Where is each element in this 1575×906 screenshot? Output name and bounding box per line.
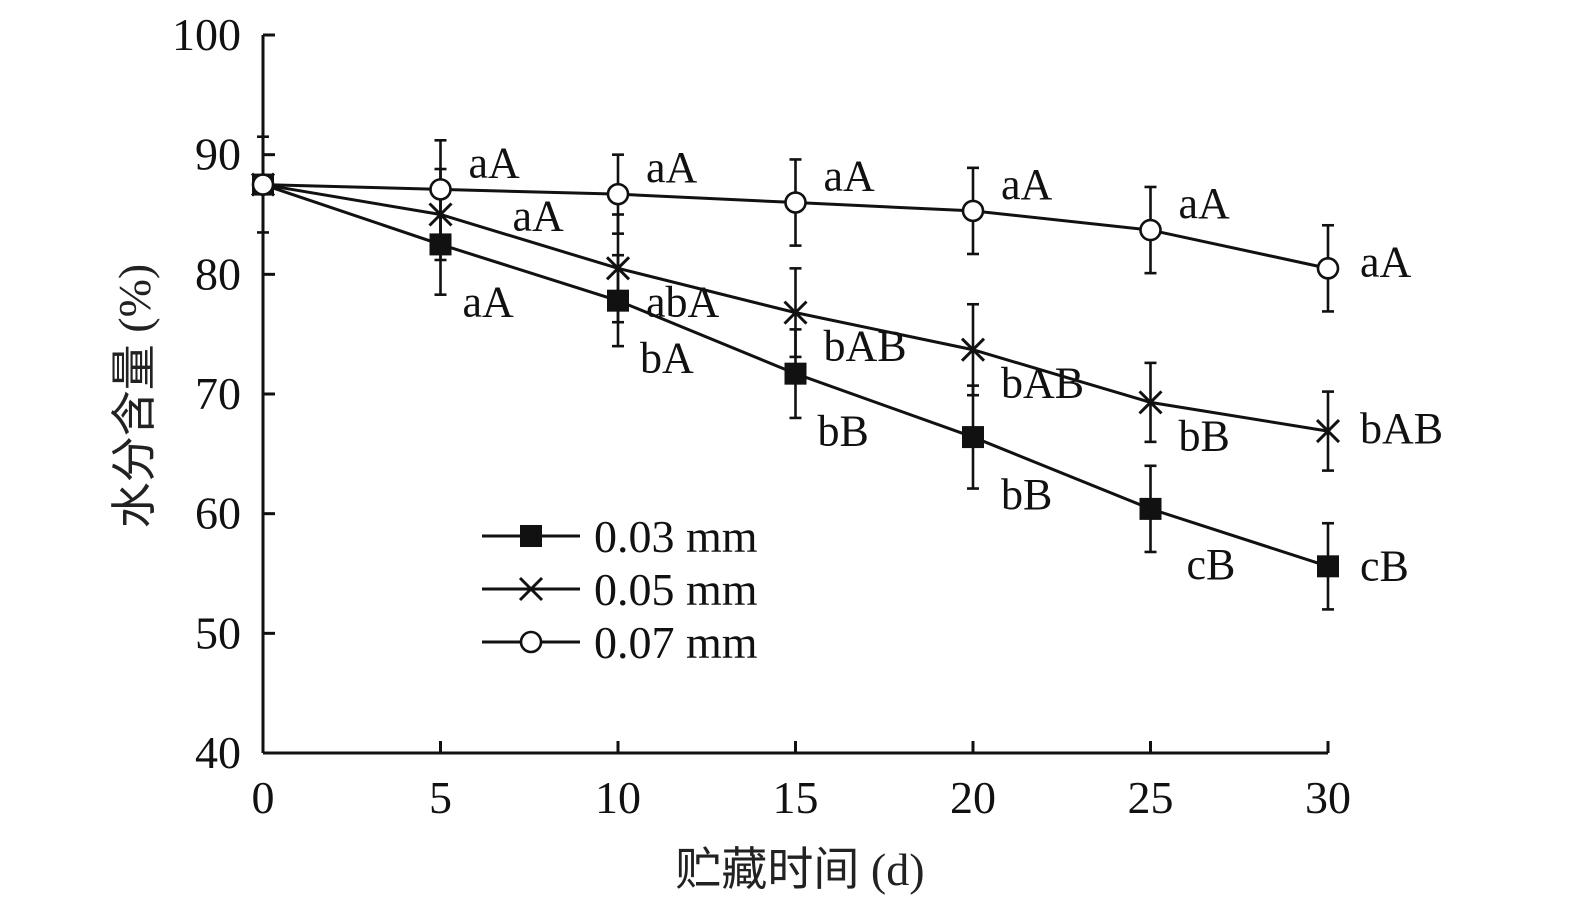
- y-axis-title: 水分含量 (%): [109, 264, 160, 528]
- y-tick-label: 80: [195, 248, 241, 299]
- significance-label: aA: [513, 192, 565, 241]
- x-marker-stroke: [518, 576, 544, 602]
- y-tick-label: 60: [195, 488, 241, 539]
- legend-marker: [518, 576, 544, 602]
- significance-label: bAB: [1001, 359, 1084, 408]
- x-tick-label: 5: [429, 772, 452, 823]
- data-point: [429, 178, 452, 201]
- significance-labels: aA bA bB bB cB cB aA abA bAB bAB bB bAB aA aA aA aA aA aA: [463, 138, 1444, 590]
- significance-label: bB: [1179, 411, 1230, 460]
- legend: 0.03 mm0.05 mm0.07 mm: [482, 511, 758, 668]
- axes: 40 50 60 70 80 90 100 0 5 10 15 20 25 30: [172, 9, 1351, 823]
- data-point: [606, 182, 630, 206]
- x-marker-stroke: [1315, 419, 1341, 444]
- x-axis-title: 贮藏时间 (d): [675, 844, 924, 895]
- series-markers: [250, 172, 1341, 578]
- significance-label: bAB: [1360, 404, 1443, 453]
- data-point: [960, 337, 986, 362]
- significance-label: bAB: [824, 322, 907, 371]
- legend-label: 0.03 mm: [594, 511, 758, 562]
- significance-label: aA: [469, 138, 521, 187]
- legend-label: 0.07 mm: [594, 617, 758, 668]
- significance-label: abA: [646, 277, 720, 326]
- data-point: [961, 199, 985, 223]
- y-tick-label: 70: [195, 368, 241, 419]
- significance-label: bB: [818, 407, 869, 456]
- y-tick-label: 40: [195, 727, 241, 778]
- x-tick-label: 15: [773, 772, 819, 823]
- x-marker-stroke: [428, 202, 453, 227]
- x-tick-label: 10: [595, 772, 641, 823]
- data-point: [783, 300, 808, 325]
- x-marker-stroke: [783, 300, 808, 325]
- data-point: [605, 256, 631, 281]
- significance-label: aA: [1179, 179, 1231, 228]
- data-point: [607, 289, 629, 312]
- significance-label: cB: [1360, 541, 1409, 590]
- x-tick-label: 25: [1128, 772, 1174, 823]
- data-point: [428, 202, 453, 227]
- y-tick-label: 90: [195, 129, 241, 180]
- legend-marker: [519, 630, 543, 654]
- data-point: [1138, 390, 1163, 415]
- data-point: [429, 233, 452, 256]
- data-point: [1315, 419, 1341, 444]
- significance-label: bB: [1001, 470, 1052, 519]
- significance-label: aA: [1001, 160, 1053, 209]
- significance-label: aA: [463, 277, 515, 326]
- significance-label: bA: [640, 334, 694, 383]
- legend-label: 0.05 mm: [594, 564, 758, 615]
- data-point: [784, 362, 807, 385]
- y-tick-label: 50: [195, 607, 241, 658]
- significance-label: aA: [1360, 237, 1412, 286]
- x-tick-label: 30: [1305, 772, 1351, 823]
- legend-marker: [520, 525, 542, 547]
- x-marker-stroke: [1138, 390, 1163, 415]
- data-point: [1139, 497, 1162, 520]
- x-tick-label: 0: [252, 772, 275, 823]
- x-tick-label: 20: [950, 772, 996, 823]
- data-point: [784, 191, 807, 214]
- significance-label: cB: [1187, 540, 1236, 589]
- y-tick-label: 100: [172, 9, 241, 60]
- significance-label: aA: [646, 143, 698, 192]
- data-point: [1317, 555, 1339, 578]
- x-marker-stroke: [605, 256, 631, 281]
- significance-label: aA: [824, 152, 876, 201]
- data-point: [1139, 218, 1162, 242]
- x-marker-stroke: [960, 337, 986, 362]
- data-point: [1316, 257, 1340, 280]
- data-point: [962, 426, 984, 449]
- data-point: [251, 173, 275, 196]
